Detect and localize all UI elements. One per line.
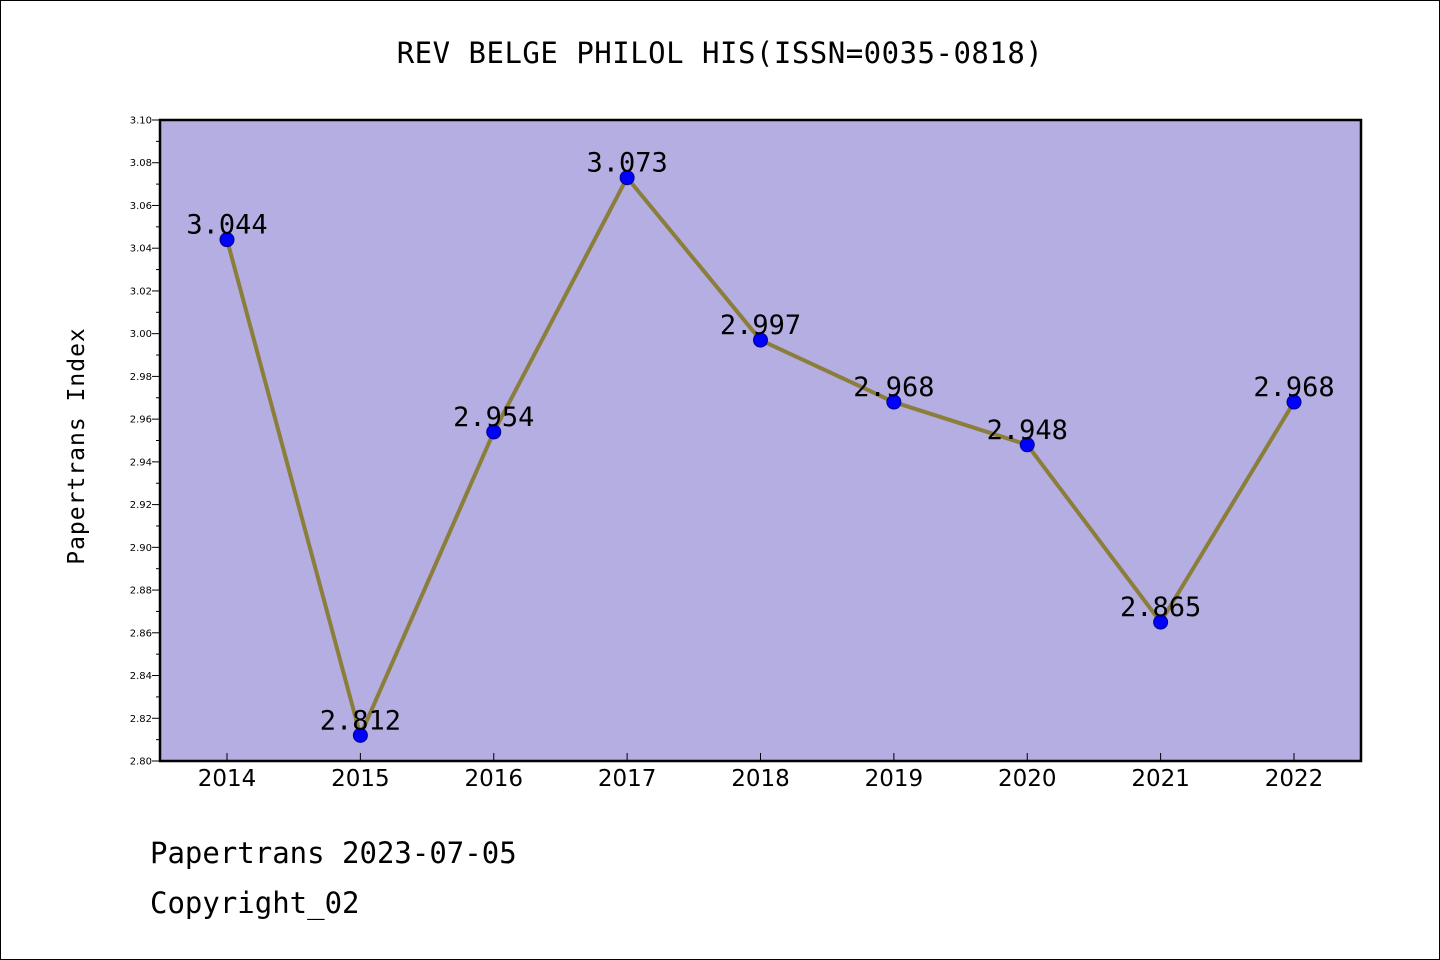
- data-label: 2.812: [320, 705, 401, 736]
- y-tick-label: 2.92: [130, 500, 152, 511]
- data-label: 2.954: [453, 402, 534, 433]
- data-label: 2.997: [720, 310, 801, 341]
- y-tick-label: 2.94: [130, 457, 152, 468]
- data-point: [1019, 437, 1035, 453]
- y-tick-label: 3.06: [130, 201, 152, 212]
- data-point: [1153, 614, 1169, 630]
- data-point: [886, 394, 902, 410]
- data-point: [619, 170, 635, 186]
- y-tick-label: 3.02: [130, 286, 152, 297]
- y-tick-label: 3.08: [130, 158, 152, 169]
- y-tick-label: 3.04: [130, 244, 152, 255]
- y-axis-title: Papertrans Index: [64, 327, 90, 565]
- y-tick-label: 2.96: [130, 415, 152, 426]
- x-tick-label: 2017: [598, 766, 657, 792]
- chart-title: REV BELGE PHILOL HIS(ISSN=0035-0818): [396, 36, 1044, 70]
- y-tick-label: 2.90: [130, 543, 152, 554]
- x-tick-label: 2014: [198, 766, 257, 792]
- footer-copyright: Copyright_02: [150, 886, 360, 920]
- x-tick-label: 2015: [331, 766, 390, 792]
- data-point: [1286, 394, 1302, 410]
- y-tick-label: 2.86: [130, 628, 152, 639]
- data-label: 3.073: [586, 148, 667, 179]
- y-tick-label: 3.10: [130, 116, 152, 127]
- y-tick-label: 2.84: [130, 671, 152, 682]
- data-label: 2.948: [987, 415, 1068, 446]
- y-tick-label: 2.80: [130, 757, 152, 768]
- data-labels: 3.044 2.812 2.954 3.073 2.997 2.968 2.948 2.865…: [186, 148, 1334, 737]
- data-point: [352, 727, 368, 743]
- y-tick-label: 2.82: [130, 714, 152, 725]
- y-axis: 2.80 2.82 2.84 2.86 2.88 2.90 2.92 2.94 2.96 2.98…: [130, 116, 160, 768]
- y-tick-label: 2.88: [130, 586, 152, 597]
- data-label: 2.968: [853, 372, 934, 403]
- data-label: 3.044: [186, 210, 267, 241]
- data-point: [219, 232, 235, 248]
- x-axis: 2014 2015 2016 2017 2018 2019 2020 2021 2022: [198, 753, 1324, 792]
- x-tick-label: 2020: [998, 766, 1057, 792]
- data-label: 2.865: [1120, 592, 1201, 623]
- x-tick-label: 2016: [464, 766, 523, 792]
- footer-date: Papertrans 2023-07-05: [150, 836, 517, 870]
- data-markers: [219, 170, 1302, 743]
- data-point: [753, 332, 768, 348]
- y-tick-label: 2.98: [130, 372, 152, 383]
- x-tick-label: 2018: [731, 766, 790, 792]
- data-label: 2.968: [1253, 372, 1334, 403]
- y-tick-label: 3.00: [130, 329, 152, 340]
- x-tick-label: 2021: [1131, 766, 1190, 792]
- x-tick-label: 2019: [865, 766, 924, 792]
- x-tick-label: 2022: [1265, 766, 1324, 792]
- plot-area: [158, 118, 1363, 763]
- data-point: [486, 424, 502, 440]
